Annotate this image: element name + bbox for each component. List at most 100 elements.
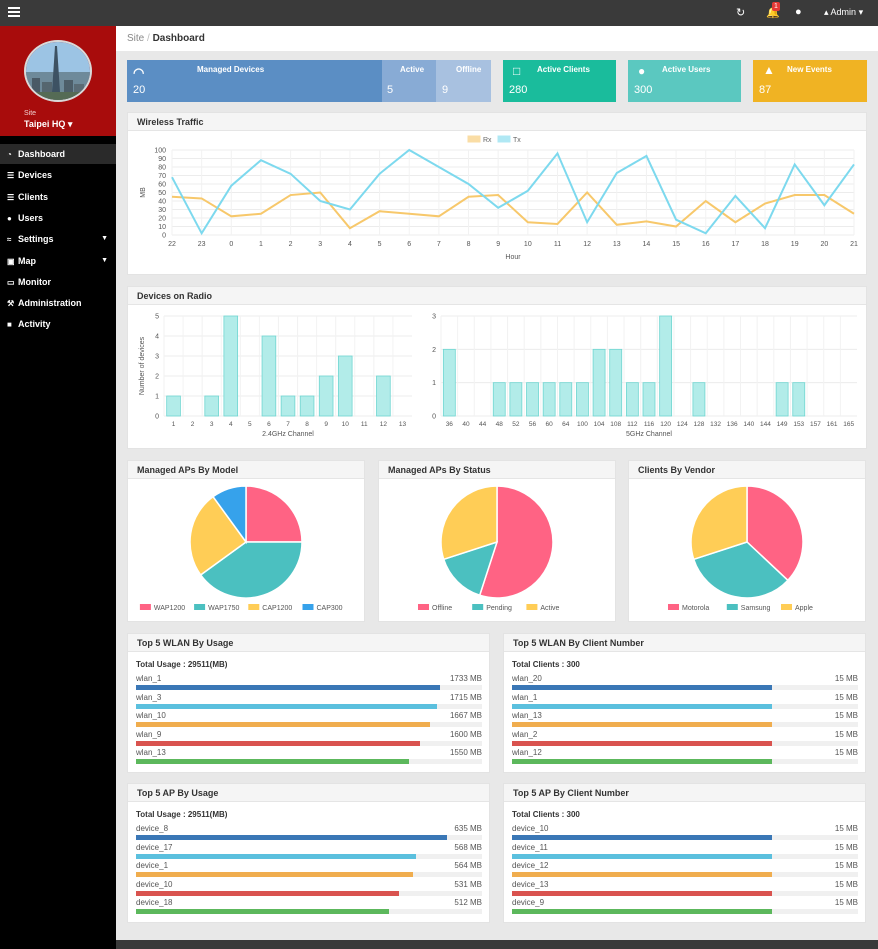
chevron-down-icon: ▼	[101, 256, 108, 264]
series-line-rx	[171, 191, 855, 230]
row-value: 15 MB	[834, 729, 858, 739]
x-tick-label: 9	[324, 421, 328, 428]
breadcrumb-root[interactable]: Site	[127, 33, 145, 44]
site-selector[interactable]: Taipei HQ ▾	[24, 119, 73, 129]
y-tick-label: 90	[158, 156, 166, 163]
bar-channel-60	[542, 382, 556, 417]
x-tick-label: 153	[793, 421, 804, 428]
new-events-tile[interactable]: ▲ New Events 87	[753, 60, 867, 102]
row-name: device_10	[136, 879, 173, 889]
nav-item-devices[interactable]: ☰ Devices	[0, 165, 116, 185]
settings-icon: ≈	[7, 235, 12, 245]
bar-fill	[136, 872, 413, 877]
nav-item-settings[interactable]: ≈ Settings ▼	[0, 229, 116, 249]
offline-devices-tile[interactable]: Offline 9	[436, 60, 491, 102]
x-tick-label: 12	[583, 241, 591, 248]
bar-channel-12	[376, 375, 391, 417]
x-tick-label: 100	[577, 421, 588, 428]
managed-devices-tile[interactable]: ◠ Managed Devices 20	[127, 60, 382, 102]
bar-track	[136, 759, 482, 764]
admin-menu[interactable]: ▴ Admin ▾	[824, 7, 863, 18]
y-tick-label: 5	[155, 314, 159, 321]
x-tick-label: 128	[693, 421, 704, 428]
menu-toggle-icon[interactable]	[8, 7, 20, 17]
y-tick-label: 2	[432, 347, 436, 354]
total-label: Total Usage : 29511(MB)	[136, 810, 228, 819]
city-skyline-image	[26, 42, 90, 100]
legend-swatch	[668, 604, 679, 610]
nav-item-dashboard[interactable]: ◔ Dashboard	[0, 144, 116, 164]
bar-channel-153	[792, 382, 806, 417]
bar-track	[512, 722, 858, 727]
bar-channel-10	[337, 355, 353, 417]
y-tick-label: 4	[155, 334, 159, 341]
page-title: Dashboard	[152, 33, 205, 44]
x-tick-label: 1	[259, 241, 263, 248]
refresh-icon[interactable]: ↻	[736, 7, 746, 19]
y-tick-label: 20	[158, 216, 166, 223]
monitor-icon: ▭	[7, 277, 15, 287]
bar-fill	[512, 890, 772, 896]
card-title: Top 5 WLAN By Usage	[128, 634, 489, 652]
legend-label: CAP300	[317, 605, 343, 612]
bar-fill	[136, 835, 448, 840]
bar-row: wlan_20 15 MB	[512, 674, 858, 692]
row-value: 1667 MB	[449, 711, 482, 720]
card-title: Devices on Radio	[128, 287, 866, 305]
legend-label: CAP1200	[262, 605, 292, 612]
site-label: Site	[24, 110, 37, 117]
nav-item-clients[interactable]: ☰ Clients	[0, 187, 116, 207]
wrench-icon: ⚒	[7, 299, 15, 309]
x-tick-label: 144	[760, 421, 771, 428]
card-title: Wireless Traffic	[128, 113, 866, 131]
bar-channel-108	[609, 348, 623, 417]
pie-slice-apple	[690, 485, 748, 561]
bar-row: wlan_2 15 MB	[512, 730, 858, 748]
active-clients-tile[interactable]: □ Active Clients 280	[503, 60, 616, 102]
x-tick-label: 4	[229, 421, 233, 428]
bar-fill	[512, 685, 772, 690]
legend-label: Rx	[483, 137, 492, 144]
bar-row: device_10 15 MB	[512, 824, 858, 842]
bar-row: device_1 564 MB	[136, 861, 482, 879]
nav-item-activity[interactable]: ■ Activity	[0, 314, 116, 334]
x-tick-label: 64	[562, 421, 570, 428]
y-tick-label: 50	[158, 190, 166, 197]
x-tick-label: 40	[462, 421, 470, 428]
bar-track	[136, 872, 482, 877]
row-name: device_12	[512, 861, 549, 870]
x-tick-label: 3	[210, 421, 214, 428]
legend-label: Apple	[795, 605, 813, 612]
bar-fill	[136, 890, 399, 896]
row-value: 15 MB	[834, 674, 858, 683]
x-tick-label: 52	[512, 421, 520, 428]
row-value: 15 MB	[834, 692, 858, 702]
devices-icon: ☰	[7, 171, 15, 181]
aps-by-status-card: Managed APs By Status Offline Pending Acti…	[378, 460, 616, 622]
bar-track	[512, 872, 858, 877]
tile-label: Active Clients	[537, 65, 590, 74]
bar-channel-48	[492, 382, 506, 417]
x-tick-label: 6	[407, 241, 411, 248]
bar-track	[512, 759, 858, 764]
active-users-tile[interactable]: ● Active Users 300	[628, 60, 741, 102]
bar-fill	[512, 909, 772, 914]
y-tick-label: 70	[158, 173, 166, 180]
row-value: 15 MB	[834, 879, 858, 889]
nav-item-users[interactable]: ● Users	[0, 208, 116, 228]
mobile-icon: □	[513, 64, 521, 78]
tile-value: 280	[509, 84, 528, 96]
nav-item-monitor[interactable]: ▭ Monitor	[0, 272, 116, 292]
nav-item-administration[interactable]: ⚒ Administration	[0, 293, 116, 313]
bar-fill	[136, 759, 410, 764]
bar-fill	[512, 759, 772, 764]
row-value: 15 MB	[834, 711, 858, 720]
y-tick-label: 30	[158, 207, 166, 214]
nav-item-map[interactable]: ▣ Map ▼	[0, 251, 116, 271]
tile-label: Active Users	[662, 65, 711, 74]
globe-icon[interactable]: ●	[795, 6, 802, 18]
card-title: Top 5 WLAN By Client Number	[504, 634, 865, 652]
bar-channel-52	[509, 382, 523, 417]
active-devices-tile[interactable]: Active 5	[382, 60, 436, 102]
row-name: device_18	[136, 898, 173, 907]
